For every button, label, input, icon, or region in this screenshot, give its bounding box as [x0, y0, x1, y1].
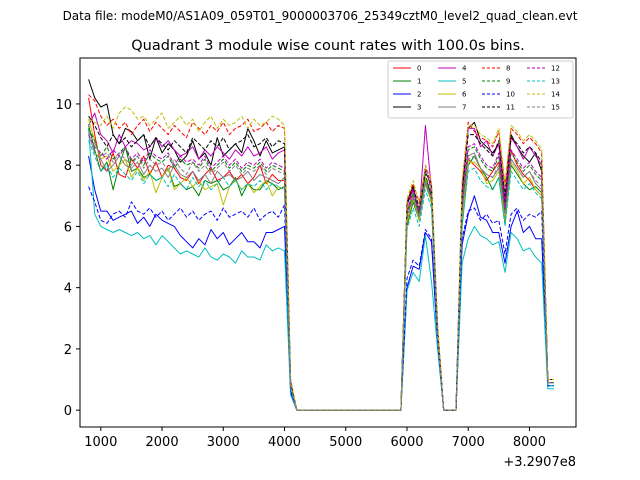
legend-label-2: 2 — [417, 91, 421, 99]
legend-label-14: 14 — [551, 91, 560, 99]
legend-label-9: 9 — [506, 78, 510, 86]
series-line-12 — [88, 134, 554, 411]
series-line-8 — [88, 94, 554, 411]
x-tick-label: 3000 — [207, 435, 240, 450]
x-tick-label: 8000 — [513, 435, 546, 450]
series-line-7 — [88, 134, 554, 411]
series-line-10 — [88, 186, 554, 411]
legend-label-6: 6 — [462, 91, 467, 99]
series-line-13 — [88, 140, 554, 411]
legend-label-1: 1 — [417, 78, 421, 86]
series-line-2 — [88, 155, 554, 411]
legend-label-0: 0 — [417, 65, 421, 73]
plot-frame — [79, 57, 577, 428]
x-offset-label: +3.2907e8 — [503, 455, 576, 470]
legend-label-12: 12 — [551, 65, 560, 73]
chart-title: Quadrant 3 module wise count rates with … — [131, 38, 525, 54]
axis-ticks: 1000 2000 3000 4000 5000 6000 7000 8000 0 2 4 6 8 10 — [55, 98, 546, 450]
series-line-6 — [88, 119, 554, 411]
legend-frame — [387, 60, 574, 119]
x-tick-label: 6000 — [390, 435, 423, 450]
x-tick-label: 1000 — [84, 435, 117, 450]
figure-header: Data file: modeM0/AS1A09_059T01_90000037… — [63, 9, 578, 23]
y-tick-label: 4 — [64, 282, 72, 297]
legend-label-10: 10 — [506, 91, 515, 99]
y-tick-label: 0 — [64, 404, 72, 419]
legend-label-3: 3 — [417, 104, 421, 112]
legend-label-15: 15 — [551, 104, 560, 112]
legend-label-13: 13 — [551, 78, 560, 86]
y-tick-label: 6 — [64, 220, 72, 235]
series-line-9 — [88, 128, 554, 411]
y-tick-label: 10 — [55, 98, 72, 113]
x-tick-label: 7000 — [452, 435, 485, 450]
series-line-11 — [88, 115, 554, 411]
series-line-0 — [88, 97, 554, 411]
legend-label-11: 11 — [506, 104, 515, 112]
x-tick-label: 2000 — [146, 435, 179, 450]
series-line-14 — [88, 106, 554, 411]
y-tick-label: 8 — [64, 159, 72, 174]
legend-label-5: 5 — [462, 78, 466, 86]
x-tick-label: 5000 — [329, 435, 362, 450]
legend-label-8: 8 — [506, 65, 510, 73]
series-layer — [88, 79, 554, 411]
series-line-3 — [88, 79, 554, 411]
series-line-5 — [88, 128, 554, 411]
y-tick-label: 2 — [64, 343, 72, 358]
legend-label-7: 7 — [462, 104, 466, 112]
series-line-15 — [88, 131, 554, 411]
x-tick-label: 4000 — [268, 435, 301, 450]
legend-label-4: 4 — [462, 65, 467, 73]
